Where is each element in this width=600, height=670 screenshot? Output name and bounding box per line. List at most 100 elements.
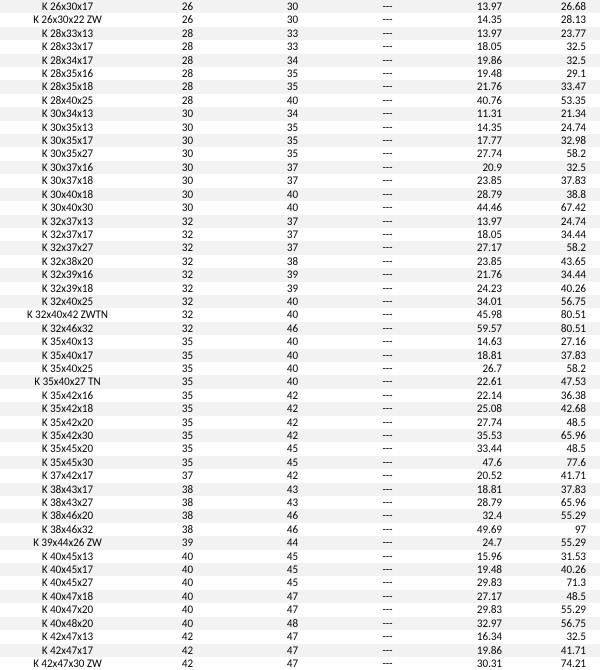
cell-col-5: 32.98 (520, 134, 600, 147)
cell-col-1: 32 (135, 308, 240, 321)
cell-col-4: 18.05 (430, 40, 520, 53)
cell-col-2: 45 (240, 456, 345, 469)
table-row: K 38x43x273843---28.7965.96 (0, 496, 600, 509)
cell-col-1: 32 (135, 268, 240, 281)
cell-col-1: 32 (135, 322, 240, 335)
cell-col-4: 13.97 (430, 215, 520, 228)
cell-col-3: --- (345, 268, 430, 281)
cell-col-0: K 35x40x25 (0, 362, 135, 375)
table-row: K 35x42x163542---22.1436.38 (0, 389, 600, 402)
cell-col-2: 37 (240, 228, 345, 241)
cell-col-0: K 35x42x20 (0, 416, 135, 429)
cell-col-3: --- (345, 335, 430, 348)
cell-col-0: K 38x43x27 (0, 496, 135, 509)
cell-col-5: 23.77 (520, 27, 600, 40)
cell-col-5: 74.21 (520, 657, 600, 670)
table-row: K 32x40x253240---34.0156.75 (0, 295, 600, 308)
cell-col-0: K 28x34x17 (0, 54, 135, 67)
cell-col-3: --- (345, 27, 430, 40)
cell-col-0: K 40x45x13 (0, 550, 135, 563)
cell-col-5: 67.42 (520, 201, 600, 214)
cell-col-4: 44.46 (430, 201, 520, 214)
cell-col-2: 45 (240, 563, 345, 576)
cell-col-3: --- (345, 241, 430, 254)
cell-col-2: 47 (240, 603, 345, 616)
cell-col-3: --- (345, 94, 430, 107)
cell-col-5: 31.53 (520, 550, 600, 563)
table-row: K 35x40x27 TN3540---22.6147.53 (0, 375, 600, 388)
table-row: K 30x35x133035---14.3524.74 (0, 121, 600, 134)
cell-col-1: 35 (135, 416, 240, 429)
cell-col-2: 45 (240, 576, 345, 589)
cell-col-1: 35 (135, 442, 240, 455)
cell-col-2: 45 (240, 550, 345, 563)
cell-col-5: 37.83 (520, 349, 600, 362)
cell-col-4: 14.63 (430, 335, 520, 348)
cell-col-1: 37 (135, 469, 240, 482)
cell-col-1: 30 (135, 107, 240, 120)
table-row: K 30x34x133034---11.3121.34 (0, 107, 600, 120)
table-row: K 32x37x273237---27.1758.2 (0, 241, 600, 254)
cell-col-2: 33 (240, 27, 345, 40)
cell-col-1: 35 (135, 402, 240, 415)
cell-col-0: K 35x40x17 (0, 349, 135, 362)
cell-col-2: 43 (240, 496, 345, 509)
table-row: K 40x45x174045---19.4840.26 (0, 563, 600, 576)
cell-col-5: 56.75 (520, 617, 600, 630)
cell-col-0: K 30x35x13 (0, 121, 135, 134)
cell-col-3: --- (345, 67, 430, 80)
cell-col-5: 65.96 (520, 496, 600, 509)
cell-col-1: 30 (135, 147, 240, 160)
cell-col-4: 20.9 (430, 161, 520, 174)
cell-col-1: 35 (135, 389, 240, 402)
cell-col-5: 24.74 (520, 121, 600, 134)
cell-col-5: 41.71 (520, 644, 600, 657)
cell-col-2: 46 (240, 322, 345, 335)
cell-col-3: --- (345, 469, 430, 482)
table-row: K 32x39x163239---21.7634.44 (0, 268, 600, 281)
cell-col-1: 39 (135, 536, 240, 549)
cell-col-4: 19.48 (430, 563, 520, 576)
cell-col-4: 14.35 (430, 13, 520, 26)
table-row: K 35x40x173540---18.8137.83 (0, 349, 600, 362)
cell-col-5: 47.53 (520, 375, 600, 388)
cell-col-1: 38 (135, 483, 240, 496)
cell-col-1: 28 (135, 94, 240, 107)
cell-col-1: 40 (135, 550, 240, 563)
table-row: K 37x42x173742---20.5241.71 (0, 469, 600, 482)
cell-col-2: 44 (240, 536, 345, 549)
cell-col-2: 42 (240, 429, 345, 442)
cell-col-2: 30 (240, 13, 345, 26)
table-row: K 30x37x163037---20.932.5 (0, 161, 600, 174)
cell-col-2: 37 (240, 161, 345, 174)
table-row: K 39x44x26 ZW3944---24.755.29 (0, 536, 600, 549)
cell-col-1: 35 (135, 335, 240, 348)
cell-col-1: 38 (135, 523, 240, 536)
table-row: K 40x48x204048---32.9756.75 (0, 617, 600, 630)
cell-col-2: 40 (240, 295, 345, 308)
cell-col-3: --- (345, 550, 430, 563)
cell-col-2: 35 (240, 134, 345, 147)
cell-col-2: 42 (240, 469, 345, 482)
cell-col-2: 33 (240, 40, 345, 53)
table-row: K 35x42x203542---27.7448.5 (0, 416, 600, 429)
cell-col-3: --- (345, 563, 430, 576)
cell-col-1: 40 (135, 576, 240, 589)
cell-col-1: 42 (135, 657, 240, 670)
cell-col-4: 19.48 (430, 67, 520, 80)
cell-col-5: 28.13 (520, 13, 600, 26)
cell-col-0: K 30x34x13 (0, 107, 135, 120)
cell-col-3: --- (345, 483, 430, 496)
cell-col-2: 40 (240, 188, 345, 201)
cell-col-1: 35 (135, 456, 240, 469)
table-row: K 42x47x174247---19.8641.71 (0, 644, 600, 657)
table-row: K 32x38x203238---23.8543.65 (0, 255, 600, 268)
table-row: K 30x35x273035---27.7458.2 (0, 147, 600, 160)
cell-col-1: 32 (135, 215, 240, 228)
table-row: K 32x37x173237---18.0534.44 (0, 228, 600, 241)
cell-col-2: 47 (240, 644, 345, 657)
table-row: K 32x37x133237---13.9724.74 (0, 215, 600, 228)
cell-col-3: --- (345, 121, 430, 134)
table-row: K 35x40x133540---14.6327.16 (0, 335, 600, 348)
cell-col-3: --- (345, 456, 430, 469)
